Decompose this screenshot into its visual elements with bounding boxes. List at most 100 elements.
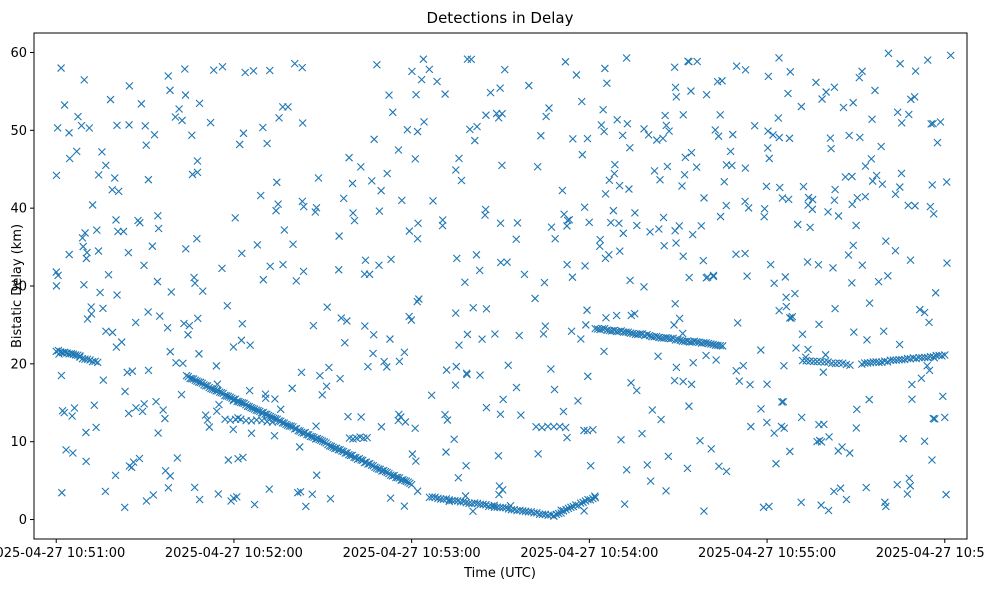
detection-point	[72, 147, 81, 156]
detection-point	[94, 170, 103, 179]
detection-point	[726, 147, 735, 156]
detection-point	[98, 147, 106, 156]
detection-point	[764, 72, 773, 81]
detection-point	[897, 169, 906, 178]
detection-point	[256, 191, 265, 200]
detection-point	[237, 249, 246, 258]
detection-point	[929, 414, 938, 423]
detection-point	[470, 499, 479, 507]
detection-point	[825, 433, 833, 441]
detection-point	[323, 303, 332, 312]
detection-point	[679, 110, 688, 119]
detection-point	[875, 358, 883, 367]
detection-point	[249, 67, 258, 75]
detection-point	[666, 334, 675, 343]
detection-point	[134, 216, 142, 225]
detection-point	[722, 201, 731, 210]
detection-point	[308, 432, 317, 441]
detection-point	[258, 123, 267, 132]
detection-point	[52, 268, 61, 276]
detection-point	[763, 380, 771, 389]
detection-point	[246, 341, 255, 350]
detection-point	[652, 332, 661, 341]
detection-point	[847, 278, 856, 287]
detection-point	[793, 220, 802, 229]
detection-point	[665, 127, 673, 135]
detection-point	[775, 133, 784, 142]
detection-point	[296, 487, 305, 496]
detection-point	[826, 134, 835, 143]
detection-point	[648, 406, 657, 414]
detection-point	[580, 506, 589, 515]
detection-point	[813, 437, 821, 446]
detection-point	[891, 190, 900, 199]
detection-point	[817, 501, 826, 510]
detection-point	[367, 176, 376, 185]
detection-point	[775, 306, 784, 315]
detection-point	[462, 461, 470, 470]
detection-point	[513, 218, 522, 227]
detection-point	[370, 135, 379, 144]
detection-point	[132, 403, 140, 412]
detection-point	[394, 416, 403, 425]
detection-point	[360, 270, 369, 278]
detection-point	[662, 486, 670, 495]
detection-point	[337, 447, 346, 455]
detection-point	[196, 378, 205, 387]
detection-point	[127, 463, 136, 472]
detection-point	[499, 395, 508, 404]
detection-point	[908, 395, 916, 404]
detection-point	[178, 116, 186, 125]
detection-point	[496, 219, 505, 228]
detection-point	[893, 108, 902, 117]
detection-point	[702, 351, 710, 360]
detection-point	[831, 304, 839, 313]
detection-point	[942, 178, 951, 186]
detection-point	[53, 124, 62, 132]
detection-point	[272, 206, 280, 215]
detection-point	[928, 180, 937, 189]
detection-point	[140, 399, 149, 408]
detection-point	[756, 346, 765, 354]
detection-point	[839, 103, 848, 112]
detection-point	[561, 57, 570, 66]
detection-point	[787, 314, 796, 322]
detection-point	[52, 171, 61, 180]
detection-point	[606, 218, 615, 227]
detection-point	[600, 64, 609, 73]
detection-point	[159, 406, 168, 414]
detection-point	[94, 247, 103, 255]
detection-point	[841, 173, 850, 181]
detection-point	[853, 193, 862, 202]
detection-point	[822, 88, 831, 96]
detection-point	[845, 131, 854, 140]
detection-point	[779, 361, 788, 370]
detection-point	[580, 426, 588, 435]
detection-point	[567, 503, 575, 512]
detection-point	[482, 403, 491, 412]
detection-point	[413, 127, 422, 136]
detection-point	[697, 222, 706, 230]
detection-point	[515, 331, 524, 340]
detection-point	[785, 447, 794, 456]
detection-point	[659, 213, 668, 222]
detection-point	[933, 138, 942, 147]
detection-point	[685, 273, 694, 282]
detection-point	[74, 112, 82, 121]
detection-point	[121, 387, 129, 396]
detection-point	[247, 429, 256, 438]
detection-point	[218, 62, 227, 71]
detection-point	[804, 201, 812, 210]
detection-point	[238, 319, 247, 328]
detection-point	[858, 67, 866, 76]
detection-point	[632, 221, 641, 230]
detection-point	[209, 66, 218, 75]
detection-point	[506, 501, 515, 510]
detection-point	[938, 392, 947, 401]
detection-point	[540, 278, 549, 287]
detection-point	[425, 493, 434, 502]
detection-point	[455, 154, 463, 163]
detection-point	[154, 224, 163, 233]
detection-point	[550, 385, 559, 394]
detection-point	[846, 361, 854, 370]
